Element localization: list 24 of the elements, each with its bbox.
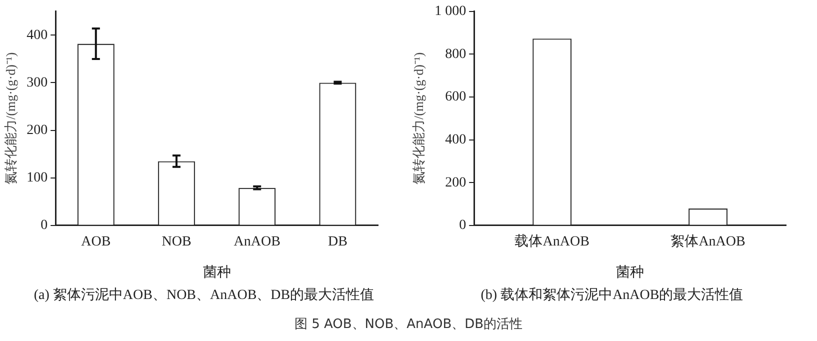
x-tick-label: DB bbox=[328, 234, 348, 250]
x-tick-label: 絮体AnAOB bbox=[670, 233, 746, 250]
y-axis-title: 氮转化能力/(mg·(g·d)⁻¹) bbox=[3, 52, 18, 184]
x-tick-label: 载体AnAOB bbox=[514, 233, 590, 250]
caption: 图 5 AOB、NOB、AnAOB、DB的活性 bbox=[293, 316, 524, 333]
y-axis-title: 氮转化能力/(mg·(g·d)⁻¹) bbox=[411, 52, 426, 184]
y-tick-label: 400 bbox=[26, 28, 48, 43]
y-tick-label: 0 bbox=[40, 218, 48, 234]
x-tick-label: AOB bbox=[81, 234, 111, 250]
y-tick-label: 100 bbox=[26, 170, 48, 186]
x-axis-title: 菌种 bbox=[616, 264, 644, 280]
y-tick-label: 800 bbox=[445, 46, 466, 62]
y-tick-label: 300 bbox=[26, 75, 48, 90]
x-tick-label: AnAOB bbox=[234, 234, 280, 250]
y-tick-label: 0 bbox=[459, 218, 466, 234]
y-tick-label: 400 bbox=[445, 132, 466, 148]
y-tick-label: 200 bbox=[26, 122, 48, 138]
y-tick-label: 1 000 bbox=[434, 4, 466, 20]
x-axis-title: 菌种 bbox=[202, 264, 231, 280]
x-tick-label: NOB bbox=[162, 234, 192, 250]
y-tick-label: 600 bbox=[445, 90, 466, 105]
text: (a) 絮体污泥中AOB、NOB、AnAOB、DB的最大活性值 bbox=[32, 286, 376, 305]
y-tick-label: 200 bbox=[445, 175, 466, 190]
text: (b) 载体和絮体污泥中AnAOB的最大活性值 bbox=[480, 286, 744, 305]
